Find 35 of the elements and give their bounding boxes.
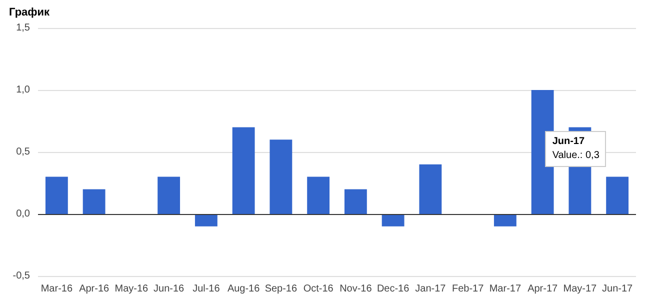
x-tick-label: Mar-17 <box>489 284 522 294</box>
y-tick-label: 1,5 <box>16 22 30 34</box>
bar <box>344 189 367 214</box>
x-tick-label: May-16 <box>114 284 149 294</box>
x-tick-label: Oct-16 <box>303 284 334 294</box>
x-tick-label: Dec-16 <box>376 284 410 294</box>
x-tick-label: Jun-16 <box>154 284 185 294</box>
x-tick-label: Jul-16 <box>192 284 220 294</box>
x-tick-label: Jan-17 <box>415 284 446 294</box>
x-tick-label: Nov-16 <box>340 284 372 294</box>
y-tick-label: 0,5 <box>16 146 30 158</box>
x-tick-label: Sep-16 <box>264 284 298 294</box>
x-tick-label: Jun-17 <box>602 284 634 294</box>
bar <box>307 176 330 214</box>
x-tick-label: Mar-16 <box>40 284 73 294</box>
bar <box>270 140 292 214</box>
bar <box>494 214 516 226</box>
annotation: Jun-17 Value.: 0,3 <box>552 134 600 163</box>
y-tick-label: 1,0 <box>16 84 30 96</box>
bar <box>158 176 180 214</box>
x-tick-label: May-17 <box>563 284 598 294</box>
bar <box>606 176 629 214</box>
bar <box>382 214 404 226</box>
y-tick-label: 0,0 <box>16 208 30 220</box>
x-tick-label: Apr-16 <box>79 284 110 294</box>
bar <box>82 189 106 214</box>
bar <box>45 176 68 214</box>
bar <box>419 164 442 214</box>
bar <box>232 127 255 214</box>
x-tick-label: Aug-16 <box>227 284 260 294</box>
chart-title: График <box>9 6 50 18</box>
bar <box>194 214 218 226</box>
y-tick-label: -0,5 <box>12 270 30 282</box>
x-tick-label: Apr-17 <box>528 284 558 294</box>
x-tick-label: Feb-17 <box>452 284 484 294</box>
